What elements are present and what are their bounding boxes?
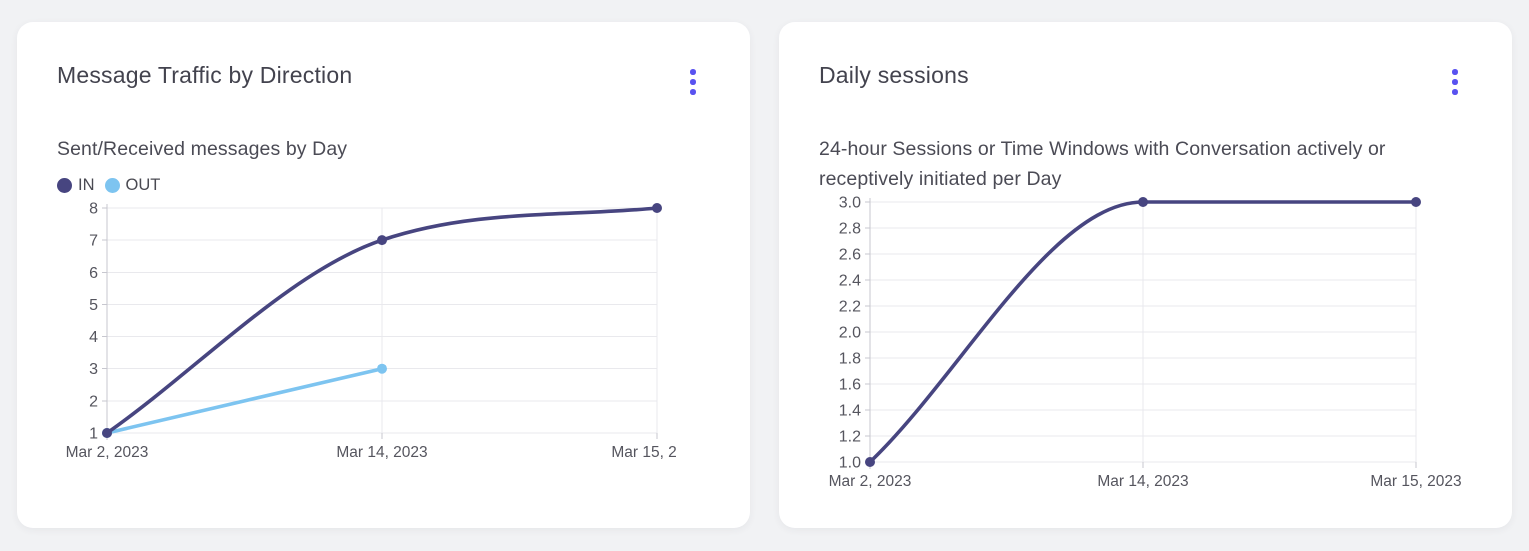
data-point[interactable] bbox=[102, 428, 112, 438]
y-tick-label: 2.0 bbox=[839, 325, 861, 342]
chart-svg: 1 2 3 4 5 6 7 8 Mar 2, 2023 Mar 14, 2023 Mar 15, 2… bbox=[66, 201, 703, 462]
y-tick-label: 1.8 bbox=[839, 351, 861, 368]
legend-item-in[interactable]: IN bbox=[57, 176, 95, 195]
kebab-vertical-dots-icon bbox=[690, 79, 696, 85]
chart-legend: IN OUT bbox=[57, 174, 710, 196]
x-axis-label: Mar 14, 2023 bbox=[1097, 473, 1188, 490]
data-point[interactable] bbox=[377, 235, 387, 246]
legend-label: OUT bbox=[125, 175, 161, 194]
series-line bbox=[105, 366, 384, 435]
y-tick-label: 7 bbox=[89, 233, 98, 250]
card-header: Message Traffic by Direction bbox=[57, 60, 710, 104]
y-tick-label: 2.6 bbox=[839, 247, 861, 264]
kebab-vertical-dots-icon bbox=[1452, 79, 1458, 85]
card-message-traffic: Message Traffic by Direction Sent/Receiv… bbox=[17, 22, 750, 528]
data-point[interactable] bbox=[377, 363, 387, 374]
legend-label: IN bbox=[78, 175, 95, 194]
x-axis-label: Mar 2, 2023 bbox=[66, 444, 149, 461]
y-tick-label: 4 bbox=[89, 329, 98, 346]
y-tick-label: 2.2 bbox=[839, 299, 861, 316]
kebab-vertical-dots-icon bbox=[690, 69, 696, 75]
card-subtitle: Sent/Received messages by Day bbox=[57, 138, 348, 160]
x-axis-label: Mar 2, 2023 bbox=[829, 473, 912, 490]
chart-svg: 1.0 1.2 1.4 1.6 1.8 2.0 2.2 2.4 2.6 2.8 3.0 Mar 2, … bbox=[829, 195, 1462, 491]
y-tick-label: 8 bbox=[89, 202, 98, 218]
card-daily-sessions: Daily sessions 24-hour Sessions or Time … bbox=[779, 22, 1512, 528]
card-title: Daily sessions bbox=[819, 62, 969, 88]
y-tick-label: 5 bbox=[89, 297, 98, 314]
line-chart-message-traffic: 1 2 3 4 5 6 7 8 Mar 2, 2023 Mar 14, 2023 Mar 15, 2… bbox=[57, 201, 710, 475]
y-tick-label: 1.0 bbox=[839, 455, 861, 472]
data-point[interactable] bbox=[865, 457, 875, 467]
y-tick-label: 6 bbox=[89, 265, 98, 282]
kebab-vertical-dots-icon bbox=[1452, 69, 1458, 75]
x-axis-label: Mar 15, 2023 bbox=[1370, 473, 1461, 490]
more-options-button[interactable] bbox=[1438, 60, 1472, 104]
y-tick-label: 3.0 bbox=[839, 196, 861, 212]
kebab-vertical-dots-icon bbox=[690, 89, 696, 95]
card-subtitle: 24-hour Sessions or Time Windows with Co… bbox=[819, 138, 1386, 190]
legend-item-out[interactable]: OUT bbox=[104, 175, 161, 195]
y-tick-label: 1.6 bbox=[839, 377, 861, 394]
y-tick-label: 2.4 bbox=[839, 273, 861, 290]
data-point[interactable] bbox=[1138, 197, 1148, 207]
kebab-vertical-dots-icon bbox=[1452, 89, 1458, 95]
y-tick-label: 1 bbox=[89, 426, 98, 443]
x-axis-label: Mar 15, 2023 bbox=[611, 444, 677, 461]
more-options-button[interactable] bbox=[676, 60, 710, 104]
card-title: Message Traffic by Direction bbox=[57, 62, 353, 88]
x-axis-label: Mar 14, 2023 bbox=[336, 444, 427, 461]
data-point[interactable] bbox=[1411, 197, 1421, 207]
y-tick-label: 2.8 bbox=[839, 221, 861, 238]
series-line bbox=[868, 200, 1418, 464]
data-point[interactable] bbox=[652, 203, 662, 213]
card-header: Daily sessions bbox=[819, 60, 1472, 104]
y-tick-label: 2 bbox=[89, 393, 98, 410]
y-tick-label: 1.4 bbox=[839, 403, 861, 420]
legend-swatch bbox=[104, 177, 120, 193]
y-tick-label: 1.2 bbox=[839, 429, 861, 446]
line-chart-daily-sessions: 1.0 1.2 1.4 1.6 1.8 2.0 2.2 2.4 2.6 2.8 3.0 Mar 2, … bbox=[819, 195, 1472, 501]
y-tick-label: 3 bbox=[89, 361, 98, 378]
legend-swatch bbox=[57, 177, 72, 193]
